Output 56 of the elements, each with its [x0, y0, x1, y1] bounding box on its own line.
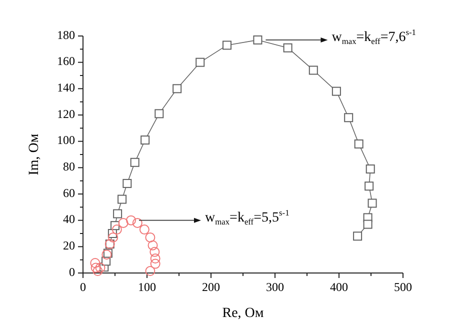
x-tick-label: 0	[80, 280, 86, 294]
y-tick-label: 80	[63, 159, 75, 174]
point	[253, 35, 262, 44]
point	[90, 258, 100, 268]
point	[95, 262, 106, 273]
point	[354, 139, 364, 148]
point	[154, 109, 164, 118]
y-tick-label: 180	[57, 28, 75, 42]
point	[108, 232, 118, 242]
point	[222, 40, 232, 50]
point	[90, 262, 101, 273]
point	[172, 84, 182, 94]
y-tick-label: 40	[63, 212, 75, 226]
point	[145, 266, 156, 276]
x-axis-title: Re, Ом	[222, 306, 264, 321]
point	[150, 258, 160, 269]
point	[122, 178, 132, 188]
x-tick-label: 500	[394, 280, 412, 294]
point	[332, 86, 341, 96]
point	[363, 220, 372, 229]
point	[353, 232, 362, 241]
annotation: w$_{max}$=k$_{eff}$=5,5$^{s-1}$	[205, 208, 290, 227]
x-tick-label: 300	[266, 280, 284, 294]
point	[118, 218, 128, 228]
y-tick-label: 60	[63, 186, 75, 200]
point	[366, 164, 375, 174]
point	[132, 218, 142, 228]
point	[148, 240, 158, 250]
x-tick-label: 400	[330, 280, 348, 294]
y-tick-label: 20	[63, 238, 75, 252]
point	[368, 198, 377, 208]
point	[196, 58, 205, 67]
point	[150, 254, 160, 264]
point	[344, 113, 354, 122]
y-axis-title: Im, Ом	[27, 134, 42, 176]
point	[92, 266, 103, 276]
y-tick-label: 160	[57, 54, 75, 68]
x-tick-label: 100	[138, 280, 156, 294]
point	[130, 158, 140, 167]
annotation: w$_{max}$=k$_{eff}$=7,6$^{s-1}$	[332, 28, 416, 46]
y-tick-label: 120	[57, 106, 75, 121]
point	[364, 182, 374, 191]
point	[308, 66, 318, 75]
point	[145, 232, 156, 242]
y-tick-label: 0	[69, 264, 75, 279]
point	[283, 43, 292, 52]
x-tick-label: 200	[202, 280, 220, 294]
point	[140, 136, 150, 145]
point	[112, 224, 122, 235]
y-tick-label: 100	[57, 133, 75, 148]
point	[139, 224, 150, 235]
point	[118, 194, 127, 204]
point	[150, 246, 160, 257]
point	[113, 209, 122, 218]
y-tick-label: 140	[57, 80, 75, 94]
point	[126, 215, 136, 226]
